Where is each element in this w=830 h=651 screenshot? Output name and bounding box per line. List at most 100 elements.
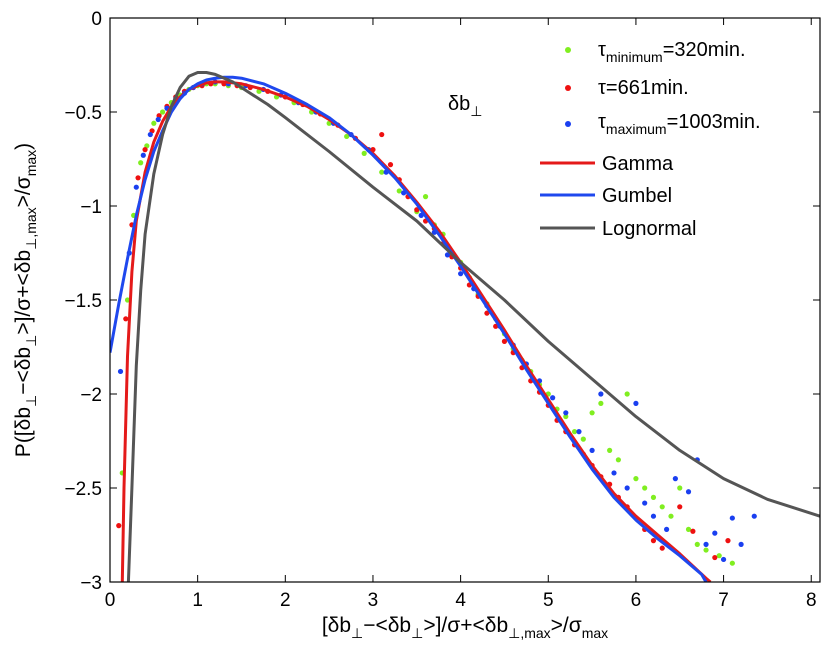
y-tick-label: −1 [80, 197, 102, 218]
scatter-point-series-0 [344, 133, 350, 140]
scatter-point-series-2 [611, 470, 617, 476]
legend-label-gamma: Gamma [602, 153, 674, 175]
y-tick-label: −1.5 [64, 291, 102, 312]
scatter-point-series-1 [387, 162, 394, 168]
scatter-point-series-2 [664, 526, 670, 532]
x-axis-label: [δb⊥−<δb⊥>]/σ+<δb⊥,max>/σmax [322, 614, 608, 641]
scatter-point-series-2 [751, 513, 757, 519]
y-tick-label: −0.5 [64, 103, 102, 124]
y-tick-label: −2.5 [64, 479, 102, 500]
scatter-point-series-2 [458, 271, 464, 277]
scatter-point-series-2 [576, 429, 582, 435]
scatter-point-series-1 [501, 338, 508, 344]
legend-label-gumbel: Gumbel [602, 185, 672, 207]
scatter-point-series-2 [550, 395, 556, 401]
scatter-point-series-0 [607, 447, 613, 453]
scatter-point-series-0 [729, 560, 735, 566]
legend-label-lognormal: Lognormal [602, 218, 697, 240]
y-tick-label: −2 [80, 385, 102, 406]
x-tick-label: 2 [280, 590, 291, 611]
scatter-point-series-0 [124, 297, 131, 303]
line-lognormal [126, 71, 820, 582]
legend-label-tau-maximum: τmaximum=1003min. [598, 111, 761, 137]
scatter-point-series-2 [729, 515, 735, 521]
annotation-delta-b-perp: δb⊥ [448, 93, 482, 119]
scatter-point-series-0 [151, 120, 157, 126]
scatter-point-series-1 [414, 207, 420, 213]
scatter-point-series-2 [650, 513, 657, 519]
scatter-point-series-2 [642, 500, 648, 506]
scatter-point-series-1 [677, 504, 683, 510]
scatter-point-series-1 [123, 316, 129, 322]
scatter-point-series-2 [712, 530, 718, 536]
scatter-point-series-2 [140, 152, 146, 158]
legend-label-tau-661: τ=661min. [598, 77, 689, 99]
scatter-point-series-0 [633, 476, 639, 482]
y-axis-label: P([δb⊥−<δb⊥>]/σ+<δb⊥,max>/σmax) [12, 143, 39, 457]
scatter-point-series-1 [725, 538, 731, 544]
scatter-point-series-0 [677, 485, 683, 491]
scatter-point-series-0 [422, 194, 429, 200]
scatter-point-series-2 [685, 489, 692, 495]
scatter-point-series-0 [361, 150, 367, 156]
tick-layer: 0 1 2 3 4 5 6 7 8 0 −0.5 −1 −1.5 −2 −2.5 −3 [64, 9, 820, 611]
scatter-point-series-0 [659, 504, 665, 510]
scatter-point-series-2 [703, 541, 709, 548]
scatter-point-series-2 [155, 116, 161, 123]
scatter-point-series-0 [624, 391, 630, 397]
scatter-point-series-1 [650, 538, 657, 544]
y-tick-label: −3 [80, 573, 102, 594]
scatter-point-series-0 [138, 160, 144, 166]
scatter-point-series-1 [712, 554, 718, 561]
x-tick-label: 0 [105, 590, 116, 611]
scatter-point-series-1 [690, 528, 696, 534]
x-tick-label: 7 [718, 590, 729, 611]
scatter-point-series-2 [563, 410, 569, 416]
scatter-point-series-2 [147, 131, 153, 138]
y-tick-label: 0 [91, 9, 102, 30]
scatter-point-series-2 [624, 485, 630, 491]
x-tick-label: 5 [543, 590, 554, 611]
x-tick-label: 1 [192, 590, 203, 611]
scatter-point-series-0 [716, 553, 722, 559]
scatter-point-series-2 [444, 252, 451, 258]
scatter-point-series-0 [694, 541, 700, 548]
x-tick-label: 3 [368, 590, 379, 611]
scatter-point-series-2 [720, 556, 727, 563]
scatter-point-series-1 [142, 147, 148, 153]
scatter-point-series-1 [484, 310, 490, 316]
scatter-point-series-0 [642, 485, 648, 491]
x-tick-label: 8 [806, 590, 817, 611]
scatter-point-series-0 [571, 429, 578, 435]
legend: τminimum=320min. τ=661min. τmaximum=1003… [540, 39, 761, 240]
legend-marker-tau-661 [565, 85, 571, 91]
scatter-point-series-1 [116, 523, 122, 529]
scatter-point-series-0 [703, 547, 709, 553]
legend-label-tau-minimum: τminimum=320min. [598, 39, 746, 65]
legend-marker-tau-maximum [565, 121, 571, 127]
scatter-point-series-0 [615, 457, 621, 463]
scatter-point-series-2 [117, 368, 124, 375]
plot-background [110, 18, 820, 582]
scatter-point-series-0 [580, 436, 586, 442]
legend-marker-tau-minimum [565, 47, 571, 53]
x-tick-label: 6 [631, 590, 642, 611]
scatter-point-series-0 [650, 494, 657, 500]
scatter-point-series-2 [672, 476, 678, 482]
scatter-point-series-2 [589, 447, 595, 453]
scatter-point-series-0 [598, 400, 604, 406]
scatter-point-series-0 [563, 413, 569, 420]
scatter-point-series-2 [738, 541, 744, 548]
scatter-point-series-0 [379, 169, 385, 175]
line-gamma [120, 80, 712, 582]
scatter-point-series-2 [133, 184, 139, 190]
scatter-point-series-0 [685, 526, 692, 532]
scatter-point-series-0 [668, 513, 674, 519]
scatter-point-series-1 [135, 175, 141, 181]
x-tick-label: 4 [455, 590, 466, 611]
scatter-point-series-0 [159, 109, 166, 115]
scatter-point-series-0 [396, 188, 402, 194]
line-layer [110, 71, 820, 582]
scatter-point-series-2 [598, 391, 604, 397]
